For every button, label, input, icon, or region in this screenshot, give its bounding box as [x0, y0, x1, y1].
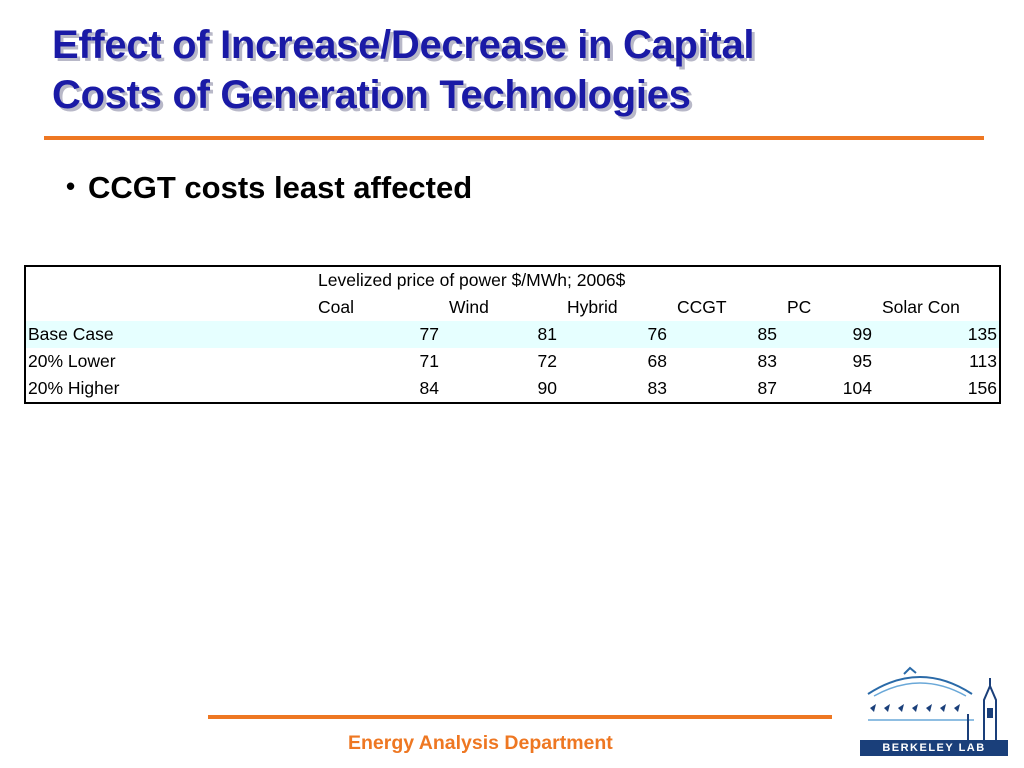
- footer-divider: [208, 715, 832, 719]
- title-line-1: Effect of Increase/Decrease in Capital: [52, 23, 755, 67]
- berkeley-lab-logo-icon: [867, 666, 997, 743]
- table-header-row: Coal Wind Hybrid CCGT PC Solar Con: [26, 294, 999, 321]
- table-cell: 113: [969, 351, 997, 371]
- table-cell: 87: [757, 378, 777, 398]
- column-header: PC: [787, 297, 812, 317]
- bullet-icon: •: [66, 171, 76, 201]
- table-cell: 99: [779, 321, 874, 348]
- footer-department: Energy Analysis Department: [348, 732, 613, 754]
- bullet-item: • CCGT costs least affected: [66, 170, 472, 206]
- row-label: Base Case: [26, 321, 316, 348]
- table-cell: 156: [967, 378, 997, 398]
- table-cell: 71: [419, 351, 439, 371]
- table-cell: 135: [874, 321, 999, 348]
- row-label: 20% Lower: [28, 351, 116, 371]
- berkeley-lab-logo: BERKELEY LAB: [860, 664, 1008, 760]
- table-row: 20% Higher 84 90 83 87 104 156: [26, 375, 999, 402]
- column-header: Wind: [449, 297, 489, 317]
- slide-title: Effect of Increase/Decrease in Capital C…: [52, 20, 992, 120]
- table-cell: 95: [852, 351, 872, 371]
- table-cell: 77: [316, 321, 441, 348]
- bullet-text: CCGT costs least affected: [88, 170, 473, 205]
- table-row: Base Case 77 81 76 85 99 135: [26, 321, 999, 348]
- table-caption-row: Levelized price of power $/MWh; 2006$: [26, 267, 999, 294]
- table-caption: Levelized price of power $/MWh; 2006$: [318, 270, 626, 290]
- logo-text: BERKELEY LAB: [860, 740, 1008, 756]
- table-cell: 104: [842, 378, 872, 398]
- column-header: Solar Con: [882, 297, 960, 317]
- title-line-2: Costs of Generation Technologies: [52, 73, 691, 117]
- table-cell: 83: [757, 351, 777, 371]
- table-cell: 68: [647, 351, 667, 371]
- table-cell: 85: [669, 321, 779, 348]
- title-divider: [44, 136, 984, 140]
- table-cell: 90: [537, 378, 557, 398]
- price-table: Levelized price of power $/MWh; 2006$ Co…: [24, 265, 1001, 404]
- table-cell: 83: [647, 378, 667, 398]
- row-label: 20% Higher: [28, 378, 120, 398]
- column-header: Coal: [318, 297, 354, 317]
- column-header: Hybrid: [567, 297, 618, 317]
- table-row: 20% Lower 71 72 68 83 95 113: [26, 348, 999, 375]
- table-cell: 72: [537, 351, 557, 371]
- table-cell: 81: [441, 321, 559, 348]
- column-header: CCGT: [677, 297, 727, 317]
- table-cell: 84: [419, 378, 439, 398]
- table-cell: 76: [559, 321, 669, 348]
